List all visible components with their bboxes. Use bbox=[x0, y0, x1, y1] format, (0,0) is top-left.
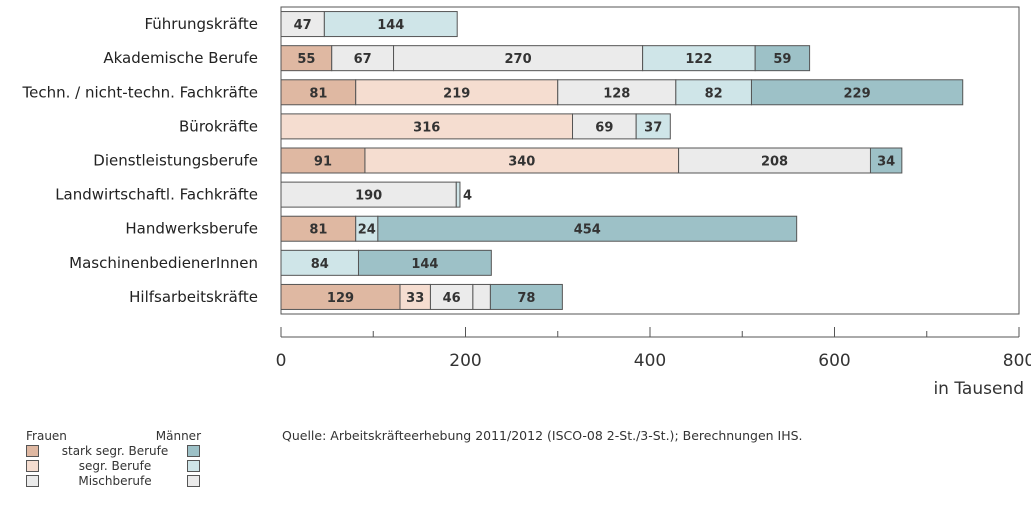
bar-segment bbox=[280, 147, 366, 174]
bar-segment bbox=[280, 79, 357, 106]
bar-segment bbox=[750, 79, 964, 106]
bar-segment bbox=[489, 283, 563, 310]
bar-segment bbox=[355, 79, 559, 106]
data-label: 122 bbox=[685, 52, 712, 67]
bar-segment bbox=[364, 147, 680, 174]
legend-item-label: stark segr. Berufe bbox=[61, 444, 169, 458]
category-label: Führungskräfte bbox=[144, 15, 258, 33]
bar-segment bbox=[455, 181, 461, 208]
data-label: 34 bbox=[877, 155, 895, 170]
bar-segment bbox=[280, 215, 357, 242]
x-tick-label: 800 bbox=[1003, 351, 1031, 371]
data-label: 144 bbox=[411, 257, 438, 272]
data-label: 316 bbox=[413, 120, 440, 135]
source-note: Quelle: Arbeitskräfteerhebung 2011/2012 … bbox=[282, 428, 803, 443]
x-tick-label: 600 bbox=[818, 351, 850, 371]
legend-header-women: Frauen bbox=[26, 429, 67, 443]
data-label: 37 bbox=[644, 120, 662, 135]
bar-segment bbox=[869, 147, 903, 174]
legend-swatch-men-segr bbox=[187, 460, 200, 472]
data-label: 208 bbox=[761, 155, 788, 170]
legend-swatch-men-misch bbox=[187, 475, 200, 487]
legend-item-label: Mischberufe bbox=[78, 474, 152, 488]
x-axis-unit-label: in Tausend bbox=[933, 379, 1024, 399]
bar-segment bbox=[472, 283, 491, 310]
bar-segment bbox=[429, 283, 474, 310]
legend: Frauen Männer stark segr. Berufe segr. B… bbox=[26, 428, 216, 489]
data-label: 33 bbox=[406, 291, 424, 306]
data-label: 81 bbox=[309, 86, 327, 101]
legend-item-stark-segr: stark segr. Berufe bbox=[26, 444, 216, 459]
category-label: Bürokräfte bbox=[179, 117, 258, 135]
data-label: 59 bbox=[773, 52, 791, 67]
bar-segment bbox=[280, 113, 574, 140]
x-tick-label: 200 bbox=[449, 351, 481, 371]
bar-segment bbox=[377, 215, 798, 242]
data-label: 46 bbox=[443, 291, 461, 306]
category-label: MaschinenbedienerInnen bbox=[69, 254, 258, 272]
legend-swatch-men-stark-segr bbox=[187, 445, 200, 457]
data-label: 24 bbox=[358, 223, 376, 238]
bar-segment bbox=[331, 45, 395, 72]
data-label: 340 bbox=[508, 155, 535, 170]
category-label: Techn. / nicht-techn. Fachkräfte bbox=[22, 83, 258, 101]
data-label: 55 bbox=[297, 52, 315, 67]
data-label: 78 bbox=[517, 291, 535, 306]
legend-header-men: Männer bbox=[155, 429, 201, 443]
data-label: 47 bbox=[294, 18, 312, 33]
legend-header: Frauen Männer bbox=[26, 428, 216, 444]
category-label: Akademische Berufe bbox=[103, 49, 258, 67]
legend-swatch-women-stark-segr bbox=[26, 445, 39, 457]
bar-segment bbox=[393, 45, 644, 72]
data-label: 129 bbox=[327, 291, 354, 306]
bar-segment bbox=[678, 147, 871, 174]
category-label: Landwirtschaftl. Fachkräfte bbox=[55, 186, 258, 204]
data-label: 4 bbox=[463, 189, 472, 204]
data-label: 190 bbox=[355, 189, 382, 204]
bar-segment bbox=[557, 79, 677, 106]
bar-segment bbox=[323, 11, 458, 38]
data-label: 81 bbox=[309, 223, 327, 238]
data-label: 219 bbox=[443, 86, 470, 101]
data-label: 270 bbox=[505, 52, 532, 67]
legend-swatch-women-segr bbox=[26, 460, 39, 472]
x-tick-label: 0 bbox=[276, 351, 287, 371]
data-label: 82 bbox=[705, 86, 723, 101]
data-label: 84 bbox=[311, 257, 329, 272]
data-label: 144 bbox=[377, 18, 404, 33]
legend-swatch-women-misch bbox=[26, 475, 39, 487]
bar-segment bbox=[280, 181, 457, 208]
bar-segment bbox=[635, 113, 671, 140]
bar-segment bbox=[754, 45, 811, 72]
category-label: Handwerksberufe bbox=[125, 220, 258, 238]
x-tick-label: 400 bbox=[634, 351, 666, 371]
data-label: 91 bbox=[314, 155, 332, 170]
legend-item-segr: segr. Berufe bbox=[26, 459, 216, 474]
data-label: 454 bbox=[574, 223, 601, 238]
category-label: Hilfsarbeitskräfte bbox=[129, 288, 258, 306]
data-label: 128 bbox=[603, 86, 630, 101]
bar-segment bbox=[642, 45, 756, 72]
data-label: 67 bbox=[354, 52, 372, 67]
stacked-bar-chart: Führungskräfte 47 144 Akademische Berufe 55 6… bbox=[22, 6, 1031, 399]
bar-segment bbox=[399, 283, 431, 310]
bar-segment bbox=[280, 11, 325, 38]
data-label: 69 bbox=[595, 120, 613, 135]
bar-segment bbox=[357, 249, 492, 276]
legend-item-label: segr. Berufe bbox=[78, 459, 152, 473]
bar-segment bbox=[675, 79, 752, 106]
data-label: 229 bbox=[844, 86, 871, 101]
category-label: Dienstleistungsberufe bbox=[93, 152, 258, 170]
legend-item-misch: Mischberufe bbox=[26, 474, 216, 489]
